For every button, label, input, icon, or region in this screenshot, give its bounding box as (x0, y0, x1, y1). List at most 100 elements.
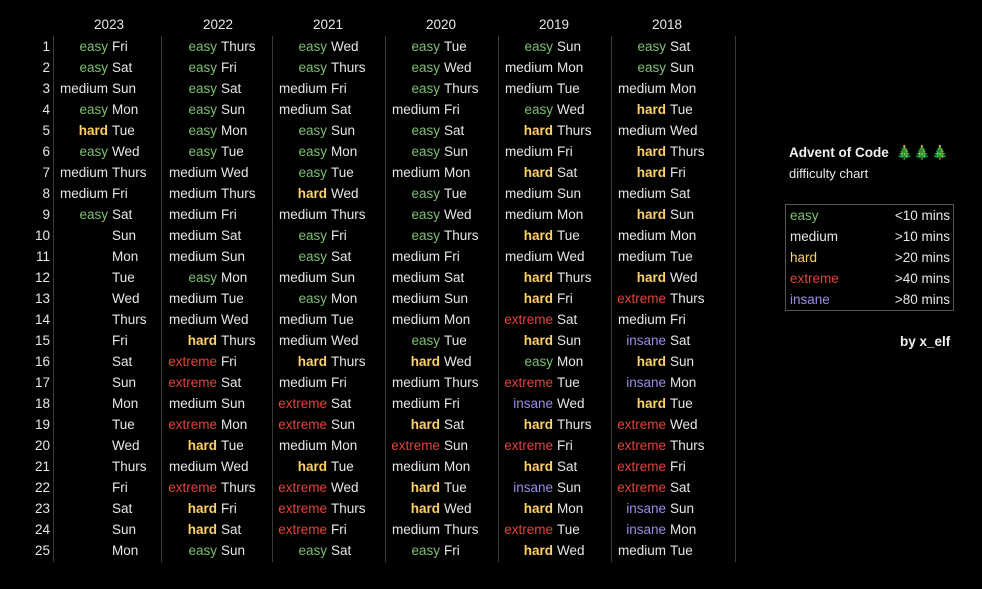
weekday-label: Mon (444, 312, 471, 327)
difficulty-label: medium (168, 165, 217, 180)
legend-value: >10 mins (894, 229, 950, 244)
column-divider (498, 36, 499, 562)
weekday-label: Wed (670, 417, 698, 432)
legend-row-medium: medium >10 mins (790, 229, 950, 250)
weekday-label: Mon (112, 543, 139, 558)
row-number: 4 (42, 102, 50, 117)
weekday-label: Mon (557, 354, 584, 369)
difficulty-label: medium (168, 207, 217, 222)
weekday-label: Fri (444, 249, 460, 264)
christmas-tree-icon: 🎄🎄🎄 (896, 145, 950, 160)
difficulty-label: easy (298, 228, 327, 243)
difficulty-label: easy (188, 144, 217, 159)
weekday-label: Wed (444, 207, 472, 222)
weekday-label: Sun (221, 543, 246, 558)
difficulty-label: easy (411, 144, 440, 159)
difficulty-label: medium (59, 81, 108, 96)
legend-value: >20 mins (894, 250, 950, 265)
weekday-label: Tue (444, 333, 467, 348)
difficulty-label: medium (168, 459, 217, 474)
weekday-label: Sun (112, 81, 137, 96)
weekday-label: Sat (670, 186, 691, 201)
difficulty-label: medium (391, 165, 440, 180)
weekday-label: Wed (221, 312, 249, 327)
weekday-label: Tue (331, 165, 354, 180)
difficulty-label: hard (187, 501, 217, 516)
row-number: 23 (34, 501, 50, 516)
difficulty-label: easy (411, 60, 440, 75)
row-number: 24 (34, 522, 50, 537)
difficulty-label: easy (637, 60, 666, 75)
weekday-label: Tue (670, 396, 693, 411)
legend-row-insane: insane >80 mins (790, 292, 950, 313)
difficulty-label: hard (410, 417, 440, 432)
column-divider (272, 36, 273, 562)
year-header: 2021 (312, 17, 344, 32)
weekday-label: Thurs (444, 81, 479, 96)
difficulty-label: easy (411, 81, 440, 96)
difficulty-label: easy (298, 39, 327, 54)
row-number: 17 (34, 375, 50, 390)
difficulty-label: medium (391, 375, 440, 390)
weekday-label: Fri (221, 354, 237, 369)
legend-label: medium (790, 229, 839, 244)
weekday-label: Fri (331, 81, 347, 96)
weekday-label: Tue (331, 312, 354, 327)
weekday-label: Wed (557, 249, 585, 264)
weekday-label: Tue (670, 543, 693, 558)
difficulty-label: medium (617, 249, 666, 264)
weekday-label: Fri (670, 165, 686, 180)
weekday-label: Sun (444, 438, 469, 453)
weekday-label: Tue (557, 228, 580, 243)
difficulty-label: easy (298, 543, 327, 558)
weekday-label: Thurs (112, 312, 147, 327)
column-divider (53, 36, 54, 562)
difficulty-label: medium (278, 375, 327, 390)
weekday-label: Sat (112, 207, 133, 222)
weekday-label: Mon (557, 207, 584, 222)
difficulty-label: hard (523, 270, 553, 285)
difficulty-label: medium (617, 228, 666, 243)
difficulty-label: hard (410, 354, 440, 369)
weekday-label: Tue (221, 438, 244, 453)
legend-label: hard (790, 250, 818, 265)
difficulty-label: medium (391, 459, 440, 474)
difficulty-label: medium (391, 396, 440, 411)
difficulty-label: extreme (617, 459, 666, 474)
weekday-label: Wed (444, 354, 472, 369)
difficulty-label: extreme (278, 396, 327, 411)
column-divider (735, 36, 736, 562)
difficulty-label: hard (523, 291, 553, 306)
weekday-label: Tue (331, 459, 354, 474)
weekday-label: Sat (112, 501, 133, 516)
weekday-label: Tue (557, 81, 580, 96)
weekday-label: Sun (670, 501, 695, 516)
difficulty-label: extreme (504, 438, 553, 453)
difficulty-label: easy (79, 102, 108, 117)
difficulty-label: easy (298, 165, 327, 180)
difficulty-label: easy (188, 81, 217, 96)
difficulty-label: medium (504, 249, 553, 264)
difficulty-label: medium (391, 312, 440, 327)
weekday-label: Fri (112, 39, 128, 54)
weekday-label: Sun (670, 207, 695, 222)
weekday-label: Thurs (331, 501, 366, 516)
weekday-label: Tue (221, 291, 244, 306)
weekday-label: Thurs (112, 165, 147, 180)
difficulty-label: hard (187, 522, 217, 537)
difficulty-label: medium (278, 312, 327, 327)
difficulty-label: hard (636, 270, 666, 285)
difficulty-label: insane (513, 396, 553, 411)
legend-value: <10 mins (894, 208, 950, 223)
weekday-label: Fri (557, 438, 573, 453)
weekday-label: Sat (331, 102, 352, 117)
row-number: 16 (34, 354, 50, 369)
difficulty-label: easy (188, 39, 217, 54)
difficulty-label: hard (636, 207, 666, 222)
difficulty-label: extreme (168, 375, 217, 390)
difficulty-grid: 2023 2022 2021 2020 2019 2018 1 easy Fri easy Thur… (34, 17, 736, 562)
weekday-label: Mon (557, 60, 584, 75)
weekday-label: Sun (331, 417, 356, 432)
weekday-label: Fri (221, 501, 237, 516)
difficulty-label: insane (626, 333, 666, 348)
